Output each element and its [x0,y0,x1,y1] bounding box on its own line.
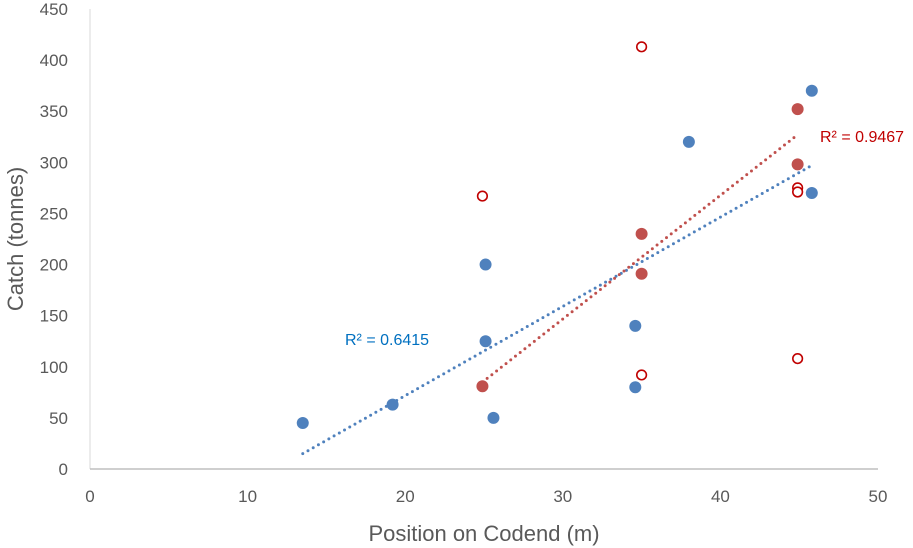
y-tick-label: 300 [40,153,68,172]
r2-label-blue: R² = 0.6415 [345,332,429,349]
trendline-0 [301,163,814,456]
data-point [635,267,648,280]
open-point [792,353,804,365]
data-point [479,335,492,348]
r2-label-red: R² = 0.9467 [820,129,904,146]
data-point [791,103,804,116]
data-point [682,135,695,148]
x-tick-label: 30 [553,487,572,506]
y-tick-label: 250 [40,204,68,223]
y-tick-label: 100 [40,358,68,377]
y-tick-label: 50 [49,409,68,428]
data-point [487,411,500,424]
data-point [296,417,309,429]
y-tick-label: 200 [40,256,68,275]
open-point [635,369,648,381]
y-tick-label: 150 [40,307,68,326]
open-point [792,186,804,198]
data-point [386,398,399,411]
y-tick-label: 0 [59,460,68,479]
x-tick-label: 10 [238,487,257,506]
open-point [635,41,648,53]
data-point [805,187,818,199]
trendlines [301,133,814,456]
y-axis-title: Catch (tonnes) [3,167,28,311]
data-point [629,319,642,332]
y-tick-label: 450 [40,0,68,19]
x-tick-label: 40 [711,487,730,506]
data-points [296,41,818,429]
trendline-1 [480,133,800,384]
x-axis-title: Position on Codend (m) [368,521,599,546]
data-point [805,84,818,97]
x-tick-label: 50 [869,487,888,506]
data-point [791,158,804,171]
data-point [635,227,648,240]
data-point [476,380,489,393]
data-point [629,381,642,394]
open-point [476,190,489,202]
x-tick-label: 0 [85,487,94,506]
data-point [479,258,492,271]
axes: 0 10 20 30 40 50 0 50 100 150 200 250 300 350 400 450 [40,0,888,506]
x-tick-label: 20 [396,487,415,506]
y-tick-label: 400 [40,51,68,70]
y-tick-label: 350 [40,102,68,121]
